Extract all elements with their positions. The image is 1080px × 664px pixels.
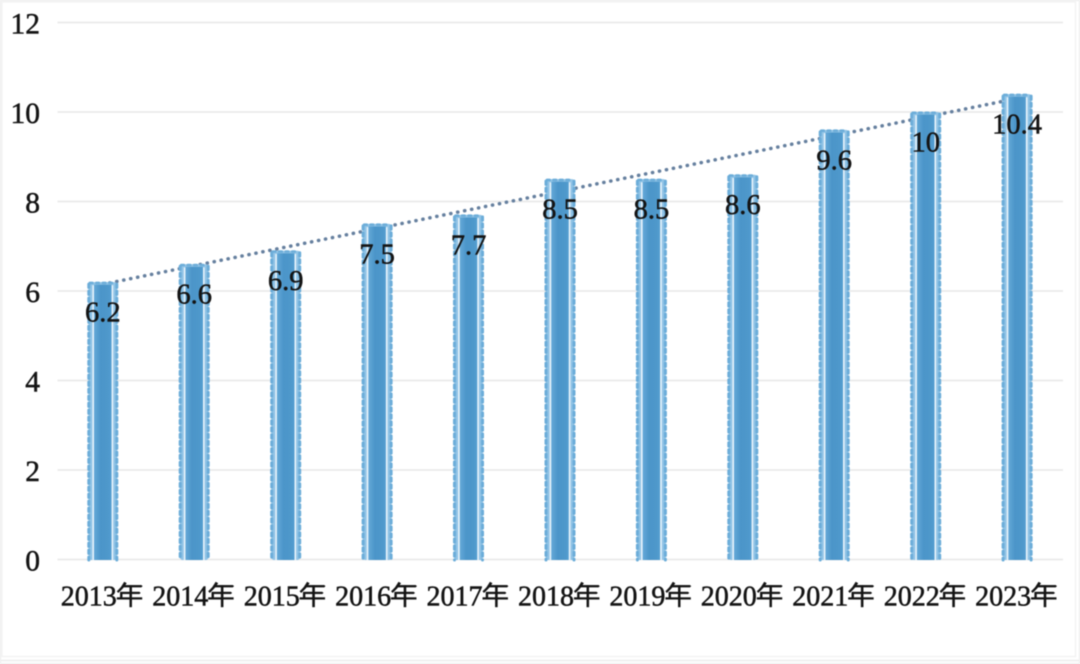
svg-text:6: 6: [25, 277, 40, 309]
svg-text:6.6: 6.6: [176, 280, 212, 311]
svg-text:2: 2: [25, 456, 40, 488]
svg-text:6.9: 6.9: [268, 266, 304, 297]
svg-text:9.6: 9.6: [816, 145, 852, 176]
svg-text:2021: 2021: [792, 582, 848, 613]
svg-text:12: 12: [11, 8, 41, 40]
svg-text:2015: 2015: [244, 582, 300, 613]
svg-text:2023: 2023: [975, 582, 1031, 613]
svg-text:2018: 2018: [518, 582, 574, 613]
svg-text:7.7: 7.7: [451, 230, 487, 261]
svg-text:8: 8: [25, 187, 40, 219]
svg-text:10.4: 10.4: [992, 110, 1042, 141]
svg-text:2016: 2016: [335, 582, 391, 613]
svg-text:6.2: 6.2: [85, 297, 121, 328]
svg-text:10: 10: [911, 127, 940, 158]
svg-text:0: 0: [25, 545, 40, 577]
svg-text:2022: 2022: [884, 582, 940, 613]
svg-text:7.5: 7.5: [359, 239, 395, 270]
svg-text:10: 10: [11, 98, 41, 130]
svg-text:2013: 2013: [61, 582, 117, 613]
svg-text:2019: 2019: [609, 582, 665, 613]
svg-text:2014: 2014: [152, 582, 208, 613]
svg-text:2020: 2020: [701, 582, 757, 613]
svg-text:8.5: 8.5: [542, 195, 578, 226]
svg-text:8.6: 8.6: [725, 190, 761, 221]
svg-text:4: 4: [25, 366, 40, 398]
svg-text:8.5: 8.5: [634, 195, 670, 226]
svg-text:2017: 2017: [427, 582, 483, 613]
